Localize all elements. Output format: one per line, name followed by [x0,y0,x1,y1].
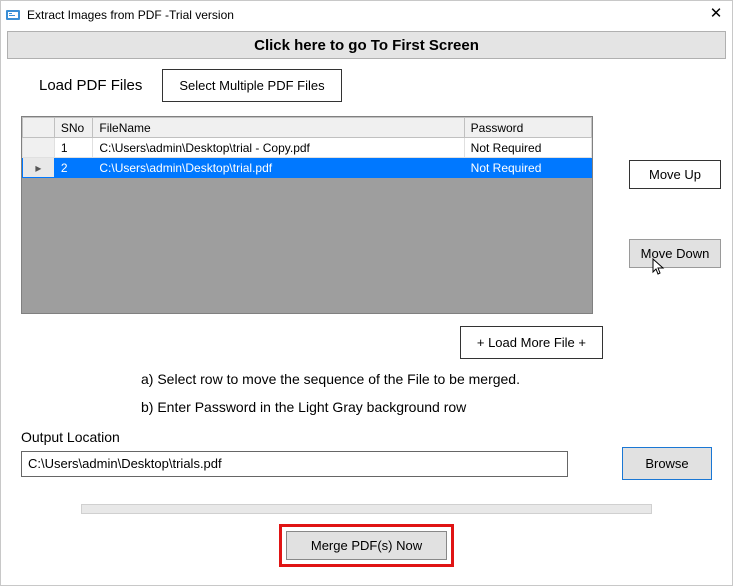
output-label: Output Location [21,429,712,445]
move-down-button[interactable]: Move Down [629,239,721,268]
merge-button[interactable]: Merge PDF(s) Now [286,531,447,560]
first-screen-banner[interactable]: Click here to go To First Screen [7,31,726,59]
instruction-b: b) Enter Password in the Light Gray back… [141,393,722,421]
window-title: Extract Images from PDF -Trial version [27,8,706,22]
header-blank [23,118,55,138]
cell-password[interactable]: Not Required [464,158,591,178]
titlebar: Extract Images from PDF -Trial version ✕ [1,1,732,29]
header-sno: SNo [54,118,93,138]
grid-empty-area [22,178,592,312]
cell-sno: 1 [54,138,93,158]
app-icon [5,7,21,23]
progress-bar [81,504,652,514]
grid-header-row: SNo FileName Password [23,118,592,138]
browse-button[interactable]: Browse [622,447,712,480]
table-row[interactable]: 1 C:\Users\admin\Desktop\trial - Copy.pd… [23,138,592,158]
merge-highlight-box: Merge PDF(s) Now [279,524,454,567]
cell-sno: 2 [54,158,93,178]
select-multiple-button[interactable]: Select Multiple PDF Files [162,69,341,102]
load-files-label: Load PDF Files [39,77,142,94]
output-path-input[interactable] [21,451,568,477]
cell-filename: C:\Users\admin\Desktop\trial - Copy.pdf [93,138,464,158]
load-more-button[interactable]: + Load More File + [460,326,603,359]
move-up-button[interactable]: Move Up [629,160,721,189]
table-row[interactable]: ▸ 2 C:\Users\admin\Desktop\trial.pdf Not… [23,158,592,178]
app-window: Extract Images from PDF -Trial version ✕… [0,0,733,586]
header-password: Password [464,118,591,138]
row-indicator: ▸ [23,158,55,178]
row-indicator [23,138,55,158]
cell-password[interactable]: Not Required [464,138,591,158]
file-grid[interactable]: SNo FileName Password 1 C:\Users\admin\D… [21,116,593,314]
instruction-a: a) Select row to move the sequence of th… [141,365,722,393]
header-filename: FileName [93,118,464,138]
cell-filename: C:\Users\admin\Desktop\trial.pdf [93,158,464,178]
close-icon[interactable]: ✕ [706,5,726,25]
